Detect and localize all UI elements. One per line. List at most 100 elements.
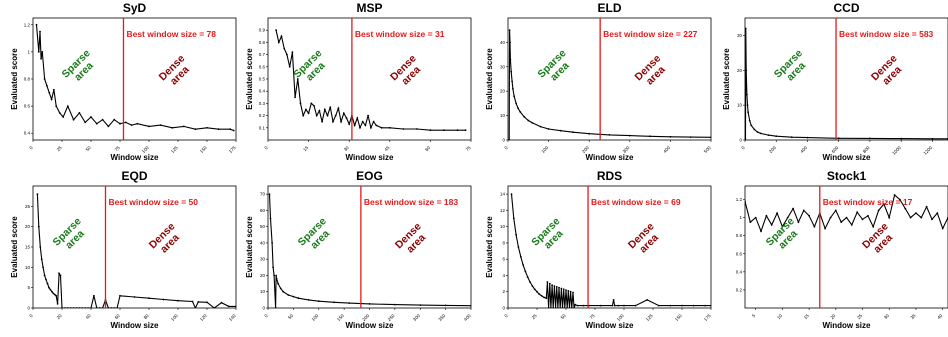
data-point [745, 69, 748, 72]
data-point [538, 293, 541, 296]
dense-area-label: Densearea [869, 52, 908, 91]
y-tick-label: 1 [27, 49, 30, 54]
y-tick-label: 40 [500, 40, 506, 45]
x-tick-label: 10 [776, 313, 783, 320]
data-point [904, 207, 907, 210]
dense-area-label: Densearea [393, 220, 432, 259]
y-tick-label: 10 [737, 103, 743, 108]
x-tick-label: 35 [910, 313, 917, 320]
data-point [634, 304, 637, 307]
data-point [559, 307, 562, 308]
data-point [569, 290, 572, 293]
data-point [194, 307, 197, 308]
data-point [148, 125, 150, 128]
data-point [802, 209, 805, 212]
data-point [508, 139, 511, 140]
plot-frame [507, 185, 712, 309]
data-point [754, 216, 757, 219]
data-point [936, 212, 939, 215]
y-tick-label: 0.4 [24, 131, 31, 136]
data-point [746, 93, 748, 96]
y-axis-label: Evaluated score [722, 48, 731, 110]
data-point [599, 304, 602, 307]
data-point [53, 293, 56, 296]
data-point [511, 80, 513, 83]
data-point [42, 266, 44, 269]
y-tick-label: 10 [500, 113, 506, 118]
data-point [98, 307, 101, 308]
sparse-area-label: Sparsearea [535, 47, 576, 88]
best-window-label: Best window size = 583 [839, 29, 934, 39]
dense-area-label: Densearea [633, 52, 672, 91]
data-point [272, 266, 274, 269]
data-point [348, 302, 351, 304]
best-window-label: Best window size = 227 [603, 29, 698, 39]
data-point [35, 23, 38, 26]
data-point [419, 304, 422, 306]
x-tick-label: 100 [170, 313, 179, 322]
subplot-msp: MSP 0 15 30 45 60 75 0.1 0.2 0.3 0.4 0.5 0.6 0.7 0.8 0.… [245, 1, 472, 162]
x-tick-label: 350 [437, 313, 446, 322]
data-point [43, 274, 46, 277]
data-point [513, 95, 515, 97]
x-tick-label: 140 [228, 313, 237, 322]
data-point [283, 47, 286, 50]
data-point [162, 298, 165, 301]
data-point [786, 216, 789, 219]
dense-area-label: Densearea [626, 220, 665, 259]
x-tick-label: 20 [829, 313, 836, 320]
data-point [582, 304, 585, 307]
data-point [756, 131, 759, 133]
data-point [765, 214, 768, 217]
data-point [95, 122, 98, 125]
y-tick-label: 0 [27, 306, 30, 311]
data-point [235, 305, 236, 308]
data-point [775, 135, 778, 138]
data-point [509, 58, 512, 61]
x-tick-label: 50 [560, 313, 567, 320]
data-point [646, 299, 649, 301]
x-tick-label: 250 [387, 313, 396, 322]
y-tick-label: 14 [500, 192, 506, 197]
data-point [745, 139, 747, 140]
x-tick-label: 400 [463, 313, 472, 322]
x-tick-label: 175 [228, 145, 237, 154]
y-tick-label: 0 [262, 306, 265, 311]
x-axis-label: Window size [586, 321, 634, 330]
y-tick-label: 0 [502, 306, 505, 311]
data-point [512, 217, 515, 220]
data-point [402, 128, 405, 130]
data-point [340, 120, 342, 123]
x-tick-label: 600 [831, 145, 840, 154]
data-point [824, 227, 826, 230]
data-point [191, 300, 194, 303]
data-point [608, 134, 611, 136]
y-tick-label: 70 [260, 192, 266, 197]
data-point [510, 193, 513, 196]
data-point [217, 128, 220, 131]
sparse-area-label: Sparsearea [296, 215, 337, 256]
data-point [133, 296, 136, 298]
data-point [767, 134, 770, 137]
data-point [58, 112, 61, 114]
data-point [307, 112, 310, 115]
x-tick-label: 75 [465, 145, 472, 152]
x-axis-label: Window size [111, 153, 159, 162]
data-point [576, 304, 579, 307]
best-window-label: Best window size = 78 [126, 29, 216, 39]
data-point [56, 303, 59, 305]
y-tick-label: 0 [739, 138, 742, 143]
subplot-syd: SyD 0 25 50 75 100 125 150 175 0.4 0.6 0.8 1 1.2 Windo… [10, 1, 237, 162]
data-point [323, 108, 326, 111]
plot-frame [744, 17, 948, 141]
x-tick-label: 100 [616, 313, 625, 322]
y-tick-label: 15 [25, 245, 31, 250]
data-point [517, 246, 520, 248]
data-point [55, 294, 58, 297]
data-point [93, 294, 95, 297]
data-point [547, 128, 550, 130]
plot-frame [744, 185, 948, 309]
data-point [568, 307, 571, 308]
x-tick-label: 40 [936, 313, 943, 320]
data-point [900, 137, 903, 140]
